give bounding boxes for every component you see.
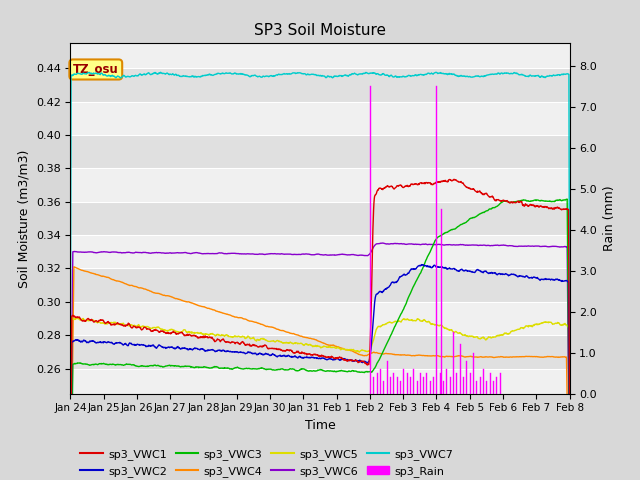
- Bar: [70, 135, 570, 168]
- Bar: [70, 235, 570, 268]
- Bar: [70, 68, 570, 102]
- Bar: [70, 202, 570, 235]
- Bar: [70, 268, 570, 302]
- Legend: sp3_VWC1, sp3_VWC2, sp3_VWC3, sp3_VWC4, sp3_VWC5, sp3_VWC6, sp3_VWC7, sp3_Rain: sp3_VWC1, sp3_VWC2, sp3_VWC3, sp3_VWC4, …: [76, 444, 458, 480]
- Bar: [70, 335, 570, 369]
- Bar: [70, 168, 570, 202]
- Title: SP3 Soil Moisture: SP3 Soil Moisture: [254, 23, 386, 38]
- X-axis label: Time: Time: [305, 419, 335, 432]
- Y-axis label: Rain (mm): Rain (mm): [603, 186, 616, 251]
- Y-axis label: Soil Moisture (m3/m3): Soil Moisture (m3/m3): [17, 149, 30, 288]
- Bar: [70, 102, 570, 135]
- Text: TZ_osu: TZ_osu: [73, 63, 118, 76]
- Bar: [70, 302, 570, 335]
